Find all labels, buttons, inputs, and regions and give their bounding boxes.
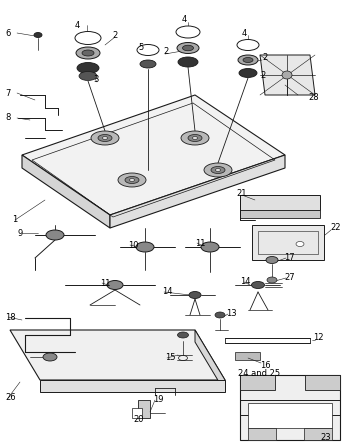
Ellipse shape xyxy=(243,58,253,63)
Text: 17: 17 xyxy=(284,253,295,262)
Ellipse shape xyxy=(177,332,189,338)
Ellipse shape xyxy=(189,291,201,299)
Ellipse shape xyxy=(137,45,159,55)
Ellipse shape xyxy=(178,57,198,67)
Text: 14: 14 xyxy=(162,287,173,296)
Ellipse shape xyxy=(201,242,219,252)
Ellipse shape xyxy=(130,178,134,181)
Text: 14: 14 xyxy=(240,278,251,287)
Ellipse shape xyxy=(136,242,154,252)
Bar xyxy=(240,375,275,390)
Text: 8: 8 xyxy=(5,114,10,122)
Text: 19: 19 xyxy=(153,396,163,405)
Ellipse shape xyxy=(140,60,156,68)
Ellipse shape xyxy=(267,277,277,283)
Ellipse shape xyxy=(252,282,265,288)
Text: 9: 9 xyxy=(17,228,22,237)
Text: 13: 13 xyxy=(226,308,237,317)
Ellipse shape xyxy=(204,163,232,177)
Ellipse shape xyxy=(79,72,97,80)
Text: 23: 23 xyxy=(320,434,331,443)
Text: 16: 16 xyxy=(260,360,271,370)
Ellipse shape xyxy=(46,230,64,240)
Text: 22: 22 xyxy=(330,224,341,232)
Bar xyxy=(138,400,150,418)
Polygon shape xyxy=(22,95,285,215)
Ellipse shape xyxy=(237,39,259,51)
Ellipse shape xyxy=(216,169,220,172)
Ellipse shape xyxy=(103,136,107,139)
Polygon shape xyxy=(10,330,225,380)
Text: 11: 11 xyxy=(100,278,111,287)
Bar xyxy=(235,352,260,360)
Polygon shape xyxy=(240,195,320,210)
Bar xyxy=(132,408,142,418)
Text: 20: 20 xyxy=(133,416,144,425)
Bar xyxy=(248,403,332,428)
Text: 2: 2 xyxy=(112,30,117,39)
Text: 2: 2 xyxy=(262,54,267,63)
Polygon shape xyxy=(260,55,315,95)
Text: 4: 4 xyxy=(75,21,80,30)
Text: 26: 26 xyxy=(5,393,16,402)
Polygon shape xyxy=(22,155,110,228)
Text: 10: 10 xyxy=(128,240,139,249)
Text: 18: 18 xyxy=(5,312,16,321)
Text: 24 and 25: 24 and 25 xyxy=(238,368,280,378)
Ellipse shape xyxy=(177,42,199,54)
Ellipse shape xyxy=(211,166,225,173)
Ellipse shape xyxy=(296,241,304,246)
Ellipse shape xyxy=(34,33,42,38)
Text: 6: 6 xyxy=(5,29,10,38)
Ellipse shape xyxy=(98,135,112,142)
Text: 2: 2 xyxy=(163,47,168,56)
Ellipse shape xyxy=(176,26,200,38)
Bar xyxy=(248,428,276,440)
Text: 1: 1 xyxy=(12,215,17,224)
Ellipse shape xyxy=(125,177,139,184)
Bar xyxy=(304,428,332,440)
Ellipse shape xyxy=(118,173,146,187)
Ellipse shape xyxy=(182,45,194,51)
Text: 2: 2 xyxy=(260,71,265,80)
Text: 12: 12 xyxy=(313,333,323,342)
Polygon shape xyxy=(195,330,225,392)
Ellipse shape xyxy=(107,281,123,290)
Text: 21: 21 xyxy=(236,189,246,198)
Ellipse shape xyxy=(188,135,202,142)
Ellipse shape xyxy=(282,71,292,79)
Ellipse shape xyxy=(239,68,257,77)
Bar xyxy=(305,375,340,390)
Bar xyxy=(258,231,318,254)
Ellipse shape xyxy=(91,131,119,145)
Text: 28: 28 xyxy=(308,93,318,101)
Ellipse shape xyxy=(82,50,94,56)
Bar xyxy=(240,375,340,440)
Ellipse shape xyxy=(76,47,100,59)
Ellipse shape xyxy=(181,131,209,145)
Text: 4: 4 xyxy=(182,16,187,25)
Text: 7: 7 xyxy=(5,89,10,97)
Ellipse shape xyxy=(238,55,258,65)
Ellipse shape xyxy=(77,63,99,73)
Text: 11: 11 xyxy=(195,239,205,248)
Ellipse shape xyxy=(43,353,57,361)
Text: 4: 4 xyxy=(242,29,247,38)
Ellipse shape xyxy=(193,136,197,139)
Text: 3: 3 xyxy=(93,76,98,84)
Polygon shape xyxy=(40,380,225,392)
Text: 15: 15 xyxy=(165,354,175,363)
Bar xyxy=(252,225,324,260)
Text: 27: 27 xyxy=(284,274,295,283)
Ellipse shape xyxy=(215,312,225,318)
Text: 5: 5 xyxy=(138,42,143,51)
Polygon shape xyxy=(110,155,285,228)
Ellipse shape xyxy=(75,31,101,45)
Polygon shape xyxy=(240,210,320,218)
Ellipse shape xyxy=(266,257,278,263)
